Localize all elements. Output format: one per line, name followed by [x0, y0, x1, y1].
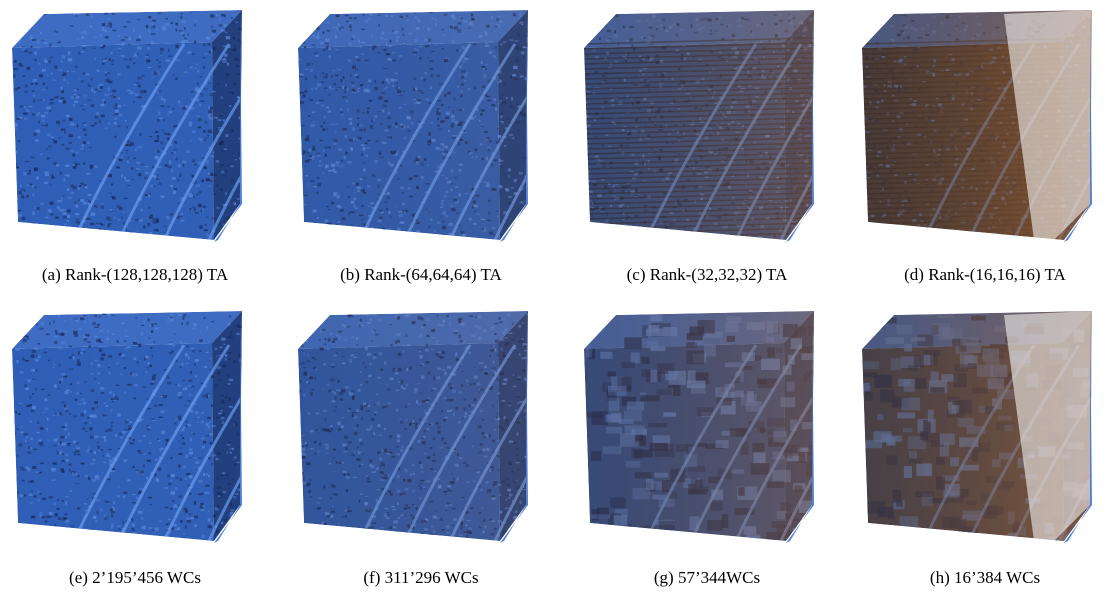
panel-d: (d) Rank-(16,16,16) TA — [854, 4, 1116, 294]
caption-text: 2’195’456 WCs — [92, 568, 201, 587]
caption-text: 16’384 WCs — [954, 568, 1040, 587]
caption-text: Rank-(128,128,128) TA — [65, 265, 228, 284]
caption-text: Rank-(32,32,32) TA — [650, 265, 788, 284]
panel-c: (c) Rank-(32,32,32) TA — [576, 4, 838, 294]
caption-text: 311’296 WCs — [385, 568, 479, 587]
cube-body — [12, 311, 266, 543]
caption-f: (f) 311’296 WCs — [290, 568, 552, 588]
caption-c: (c) Rank-(32,32,32) TA — [576, 265, 838, 285]
cube-body — [298, 10, 552, 242]
cube-body — [584, 311, 838, 553]
volume-render-f — [290, 305, 552, 555]
volume-render-g — [576, 305, 838, 555]
caption-label: (d) — [904, 265, 924, 284]
volume-render-h — [854, 305, 1116, 555]
volume-render-a — [4, 4, 266, 254]
caption-label: (b) — [340, 265, 360, 284]
caption-text: Rank-(64,64,64) TA — [364, 265, 502, 284]
caption-g: (g) 57’344WCs — [576, 568, 838, 588]
caption-label: (f) — [363, 568, 380, 587]
caption-e: (e) 2’195’456 WCs — [4, 568, 266, 588]
cube-body — [584, 10, 838, 243]
caption-label: (a) — [42, 265, 61, 284]
volume-render-b — [290, 4, 552, 254]
panel-g: (g) 57’344WCs — [576, 305, 838, 595]
caption-a: (a) Rank-(128,128,128) TA — [4, 265, 266, 285]
caption-label: (h) — [930, 568, 950, 587]
volume-render-e — [4, 305, 266, 555]
panel-f: (f) 311’296 WCs — [290, 305, 552, 595]
caption-label: (c) — [627, 265, 646, 284]
caption-label: (e) — [69, 568, 88, 587]
cube-body — [12, 10, 266, 242]
caption-h: (h) 16’384 WCs — [854, 568, 1116, 588]
caption-text: 57’344WCs — [678, 568, 760, 587]
caption-b: (b) Rank-(64,64,64) TA — [290, 265, 552, 285]
panel-h: (h) 16’384 WCs — [854, 305, 1116, 595]
caption-d: (d) Rank-(16,16,16) TA — [854, 265, 1116, 285]
panel-e: (e) 2’195’456 WCs — [4, 305, 266, 595]
cube-body — [862, 10, 1116, 243]
panel-a: (a) Rank-(128,128,128) TA — [4, 4, 266, 294]
panel-b: (b) Rank-(64,64,64) TA — [290, 4, 552, 294]
volume-render-c — [576, 4, 838, 254]
volume-render-d — [854, 4, 1116, 254]
caption-text: Rank-(16,16,16) TA — [928, 265, 1066, 284]
cube-body — [862, 311, 1116, 554]
caption-label: (g) — [654, 568, 674, 587]
cube-body — [298, 311, 552, 544]
